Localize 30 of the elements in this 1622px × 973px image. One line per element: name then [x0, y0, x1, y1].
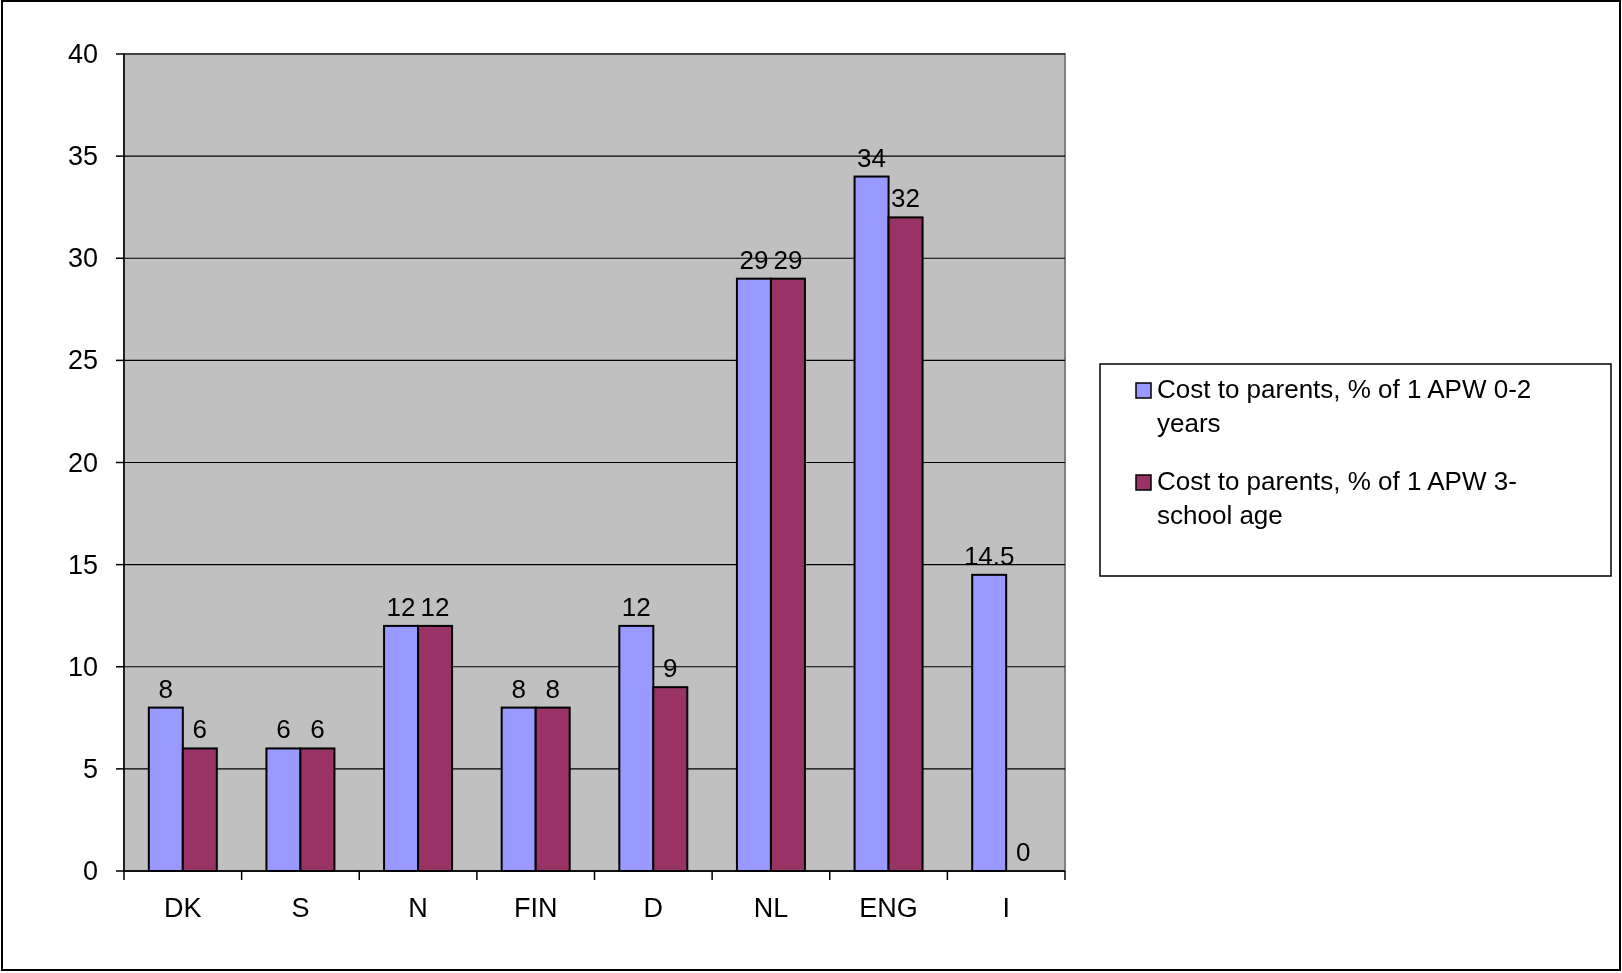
- data-label: 8: [545, 673, 560, 704]
- data-label: 12: [621, 591, 651, 622]
- y-tick-label: 40: [67, 39, 98, 69]
- data-label: 32: [891, 183, 921, 214]
- legend-label: Cost to parents, % of 1 APW 3-school age: [1157, 466, 1517, 530]
- y-tick-label: 35: [67, 141, 98, 172]
- data-label: 6: [276, 714, 291, 745]
- y-tick-label: 25: [67, 345, 98, 376]
- y-tick-label: 15: [67, 549, 98, 580]
- data-label: 6: [192, 714, 208, 745]
- x-tick-label: D: [643, 893, 664, 923]
- x-tick-label: FIN: [513, 893, 558, 923]
- data-label: 0: [1015, 837, 1031, 867]
- y-tick-label: 0: [82, 856, 98, 886]
- x-tick-label: ENG: [859, 893, 918, 923]
- legend-label: Cost to parents, % of 1 APW 0-2 years: [1157, 374, 1532, 438]
- x-tick-label: DK: [164, 893, 202, 923]
- data-label: 6: [310, 714, 325, 745]
- y-tick-label: 5: [82, 753, 98, 784]
- data-label: 12: [420, 591, 450, 622]
- data-label: 8: [158, 673, 174, 704]
- y-tick-label: 10: [67, 651, 98, 682]
- x-tick-label: N: [408, 893, 428, 923]
- data-label: 8: [511, 673, 526, 704]
- y-tick-label: 20: [67, 447, 98, 478]
- x-tick-label: NL: [753, 893, 789, 923]
- x-tick-label: I: [1002, 893, 1010, 923]
- data-label: 12: [386, 591, 416, 622]
- x-tick-label: S: [291, 893, 310, 923]
- y-tick-label: 30: [67, 243, 98, 274]
